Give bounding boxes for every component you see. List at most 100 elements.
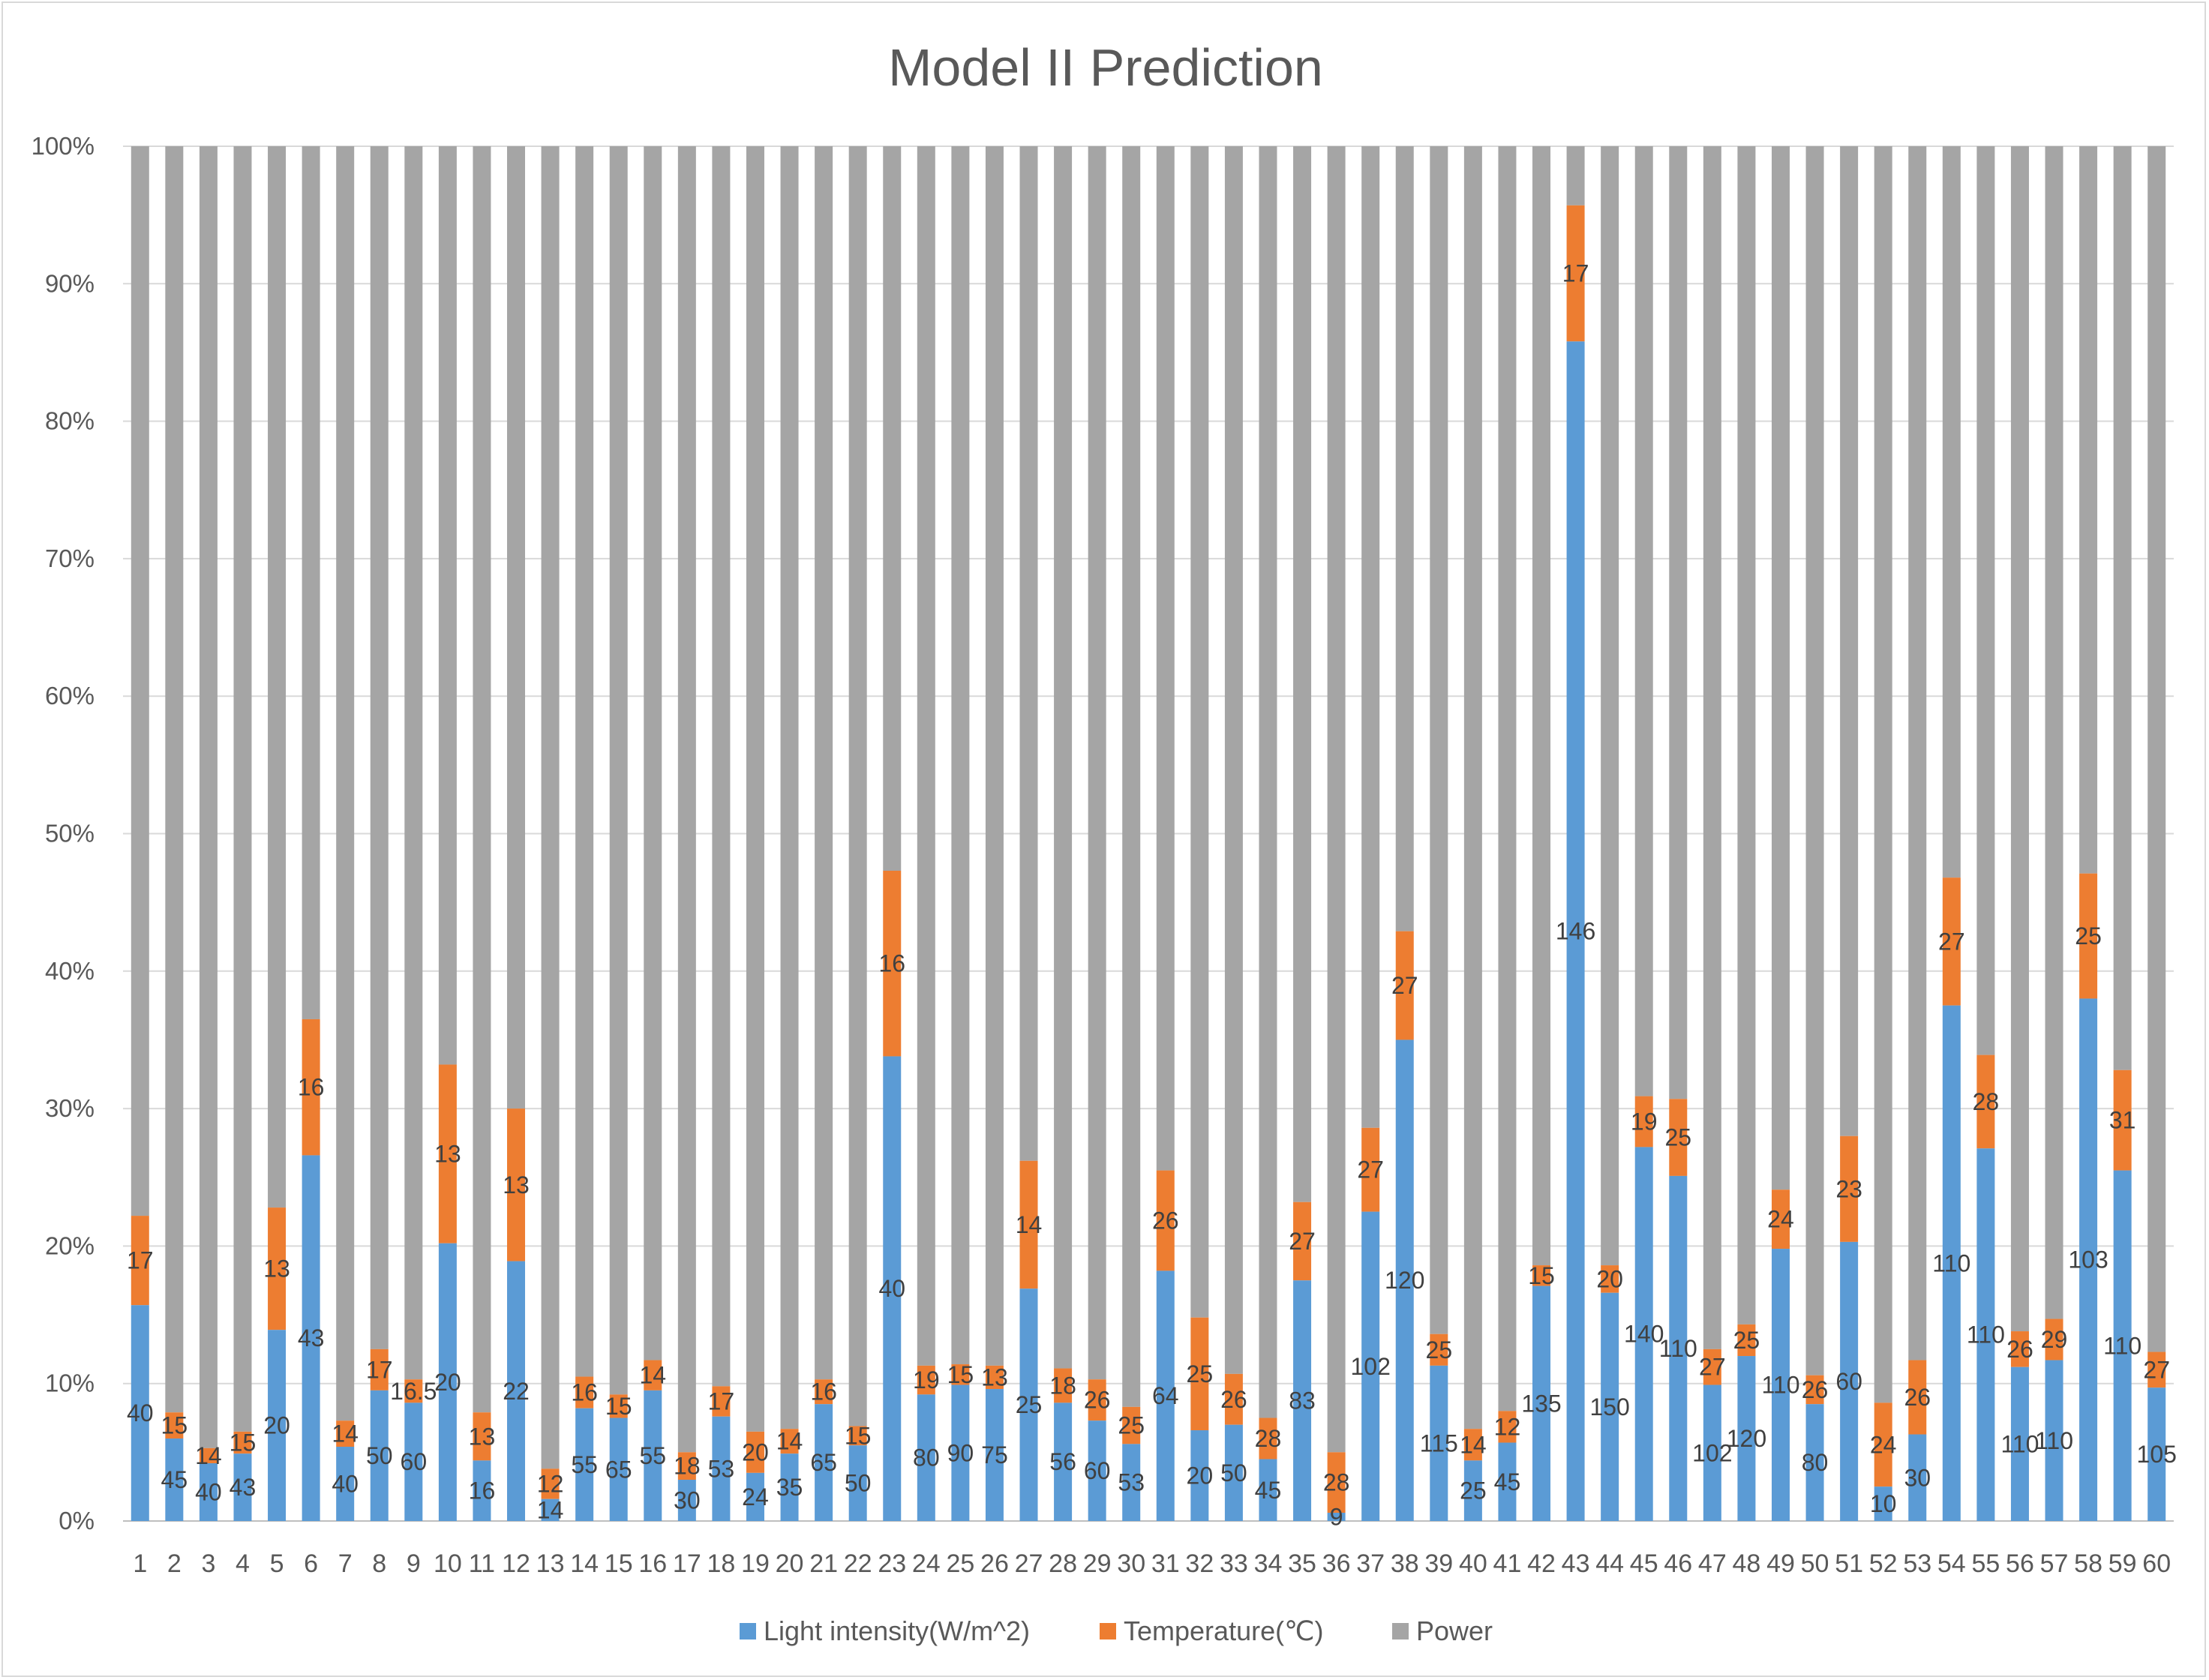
data-label-light-intensity: 102 [1692, 1439, 1732, 1466]
data-label-temperature: 26 [1152, 1207, 1179, 1234]
bar-power [746, 146, 764, 1432]
data-label-light-intensity: 60 [401, 1448, 428, 1475]
bar-light-intensity [2147, 1388, 2166, 1521]
data-label-light-intensity: 43 [298, 1324, 325, 1352]
data-label-light-intensity: 90 [947, 1439, 974, 1466]
bar-power [1430, 146, 1448, 1334]
data-label-temperature: 14 [195, 1442, 222, 1469]
x-tick-label: 3 [201, 1550, 215, 1578]
data-label-temperature: 17 [708, 1388, 735, 1415]
y-tick-label: 90% [45, 269, 95, 297]
y-tick-label: 20% [45, 1232, 95, 1259]
bar-power [2045, 146, 2063, 1319]
bar-temperature [1805, 1375, 1824, 1405]
data-label-light-intensity: 110 [2035, 1427, 2073, 1454]
x-tick-label: 41 [1493, 1550, 1522, 1578]
data-label-light-intensity: 35 [776, 1474, 803, 1501]
data-label-temperature: 17 [366, 1356, 393, 1383]
data-label-temperature: 13 [263, 1256, 290, 1282]
bar-light-intensity [1601, 1292, 1619, 1521]
data-label-temperature: 12 [537, 1471, 564, 1498]
bar-temperature [233, 1431, 252, 1454]
bar-light-intensity [1737, 1356, 1756, 1521]
x-tick-label: 16 [638, 1550, 667, 1578]
bar-power [644, 146, 662, 1360]
bar-power [473, 146, 491, 1413]
bar-light-intensity [165, 1438, 184, 1521]
bar-temperature [2113, 1070, 2132, 1171]
bar-power [1532, 146, 1551, 1266]
data-label-light-intensity: 150 [1589, 1394, 1629, 1420]
data-label-temperature: 14 [1016, 1211, 1043, 1238]
bar-power [2113, 146, 2132, 1070]
bar-light-intensity [1840, 1241, 1859, 1521]
x-tick-label: 55 [1971, 1550, 2000, 1578]
bar-light-intensity [780, 1454, 799, 1521]
bar-temperature [1259, 1418, 1277, 1460]
bar-light-intensity [1703, 1384, 1721, 1521]
bar-temperature [575, 1376, 594, 1408]
data-label-light-intensity: 120 [1385, 1267, 1424, 1294]
data-label-temperature: 26 [1220, 1386, 1247, 1413]
bar-power [233, 146, 252, 1432]
bar-light-intensity [2079, 998, 2098, 1521]
bar-temperature [1293, 1202, 1312, 1281]
bar-temperature [165, 1412, 184, 1439]
data-label-light-intensity: 45 [1494, 1468, 1521, 1496]
bar-power [1601, 146, 1619, 1266]
data-label-light-intensity: 75 [981, 1442, 1008, 1468]
bar-power [712, 146, 731, 1387]
x-tick-label: 28 [1049, 1550, 1077, 1578]
bar-power [2079, 146, 2098, 874]
bar-temperature [1566, 205, 1585, 342]
bar-power [609, 146, 628, 1395]
data-label-light-intensity: 120 [1727, 1425, 1766, 1452]
x-tick-label: 45 [1630, 1550, 1658, 1578]
x-tick-label: 24 [912, 1550, 941, 1578]
x-tick-label: 50 [1801, 1550, 1829, 1578]
bar-light-intensity [1395, 1040, 1414, 1521]
bar-power [1634, 146, 1653, 1096]
data-label-temperature: 16 [298, 1074, 325, 1101]
x-tick-label: 15 [605, 1550, 633, 1578]
data-label-light-intensity: 53 [708, 1455, 735, 1482]
data-label-temperature: 13 [434, 1141, 461, 1168]
bar-power [1703, 146, 1721, 1349]
bar-temperature [815, 1379, 833, 1405]
bar-light-intensity [2010, 1366, 2029, 1521]
bar-light-intensity [883, 1056, 902, 1521]
legend-swatch [1100, 1623, 1116, 1640]
bar-power [1874, 146, 1892, 1403]
data-label-light-intensity: 14 [537, 1496, 564, 1523]
data-label-light-intensity: 24 [742, 1484, 769, 1510]
bar-power [1190, 146, 1209, 1318]
x-tick-label: 9 [407, 1550, 421, 1578]
bar-light-intensity [1190, 1430, 1209, 1521]
x-tick-label: 22 [844, 1550, 872, 1578]
data-label-light-intensity: 40 [127, 1400, 154, 1426]
bar-temperature [951, 1364, 970, 1385]
data-label-light-intensity: 110 [1659, 1335, 1697, 1362]
bar-temperature [609, 1394, 628, 1418]
bar-light-intensity [1122, 1444, 1141, 1521]
legend-swatch [740, 1623, 756, 1640]
bar-light-intensity [644, 1390, 662, 1521]
x-tick-label: 5 [270, 1550, 284, 1578]
x-tick-label: 32 [1185, 1550, 1214, 1578]
bar-light-intensity [1088, 1420, 1106, 1521]
data-label-temperature: 18 [674, 1453, 701, 1480]
data-label-light-intensity: 50 [1220, 1460, 1247, 1486]
x-tick-label: 31 [1151, 1550, 1180, 1578]
bar-power [985, 146, 1004, 1366]
bar-temperature [1224, 1373, 1243, 1425]
bar-light-intensity [1156, 1270, 1175, 1521]
bar-temperature [1054, 1368, 1073, 1403]
y-tick-label: 60% [45, 682, 95, 710]
bar-light-intensity [746, 1472, 764, 1521]
x-tick-label: 56 [2006, 1550, 2034, 1578]
bar-temperature [712, 1386, 731, 1417]
x-tick-label: 27 [1015, 1550, 1043, 1578]
data-label-light-intensity: 45 [161, 1466, 188, 1493]
bar-temperature [917, 1365, 935, 1395]
data-label-temperature: 25 [1118, 1412, 1145, 1439]
